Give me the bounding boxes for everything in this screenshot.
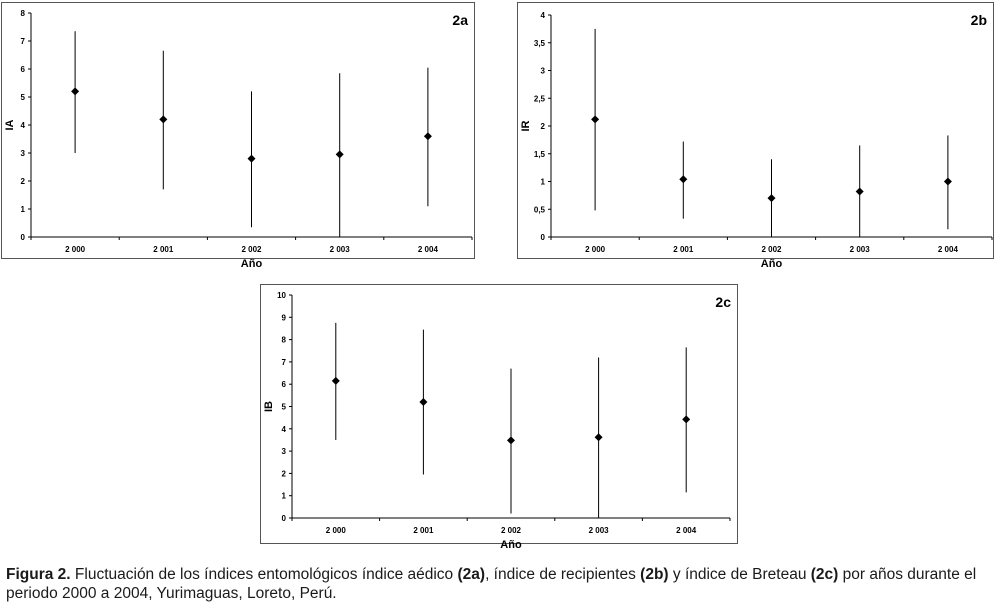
caption-text-2: , índice de recipientes	[485, 566, 641, 583]
x-tick-label-2c: 2 003	[589, 526, 610, 535]
y-tick-label-2c: 2	[282, 469, 287, 478]
y-tick-label-2a: 2	[21, 177, 26, 186]
x-tick-label-2c: 2 001	[413, 526, 434, 535]
y-tick-label-2c: 8	[282, 336, 287, 345]
caption-ref-2a: (2a)	[457, 566, 486, 583]
y-tick-label-2b: 0,5	[534, 205, 546, 214]
caption-text-4: por años durante el periodo 2000 a 2004,…	[6, 566, 977, 602]
caption-ref-2c: (2c)	[810, 566, 839, 583]
data-point-2c	[594, 433, 603, 442]
data-point-2c	[331, 376, 340, 385]
panel-label-2b: 2b	[971, 12, 987, 28]
y-tick-label-2a: 8	[21, 9, 26, 18]
data-point-2a	[423, 132, 432, 141]
data-point-2b	[679, 175, 688, 184]
y-tick-label-2c: 3	[282, 447, 287, 456]
y-tick-label-2c: 7	[282, 358, 287, 367]
data-point-2c	[507, 436, 515, 445]
y-tick-label-2b: 1,5	[534, 150, 546, 159]
data-point-2a	[247, 154, 256, 163]
x-tick-label-2b: 2 002	[761, 245, 782, 254]
data-point-2a	[335, 150, 344, 159]
data-point-2b	[855, 187, 864, 196]
x-tick-label-2c: 2 002	[501, 526, 522, 535]
data-point-2b	[767, 194, 776, 203]
x-tick-label-2a: 2 001	[153, 245, 174, 254]
x-axis-title-2b: Año	[761, 258, 783, 270]
x-tick-label-2b: 2 004	[938, 245, 959, 254]
y-tick-label-2a: 5	[21, 93, 26, 102]
y-tick-label-2a: 3	[21, 149, 26, 158]
x-tick-label-2b: 2 001	[673, 245, 694, 254]
y-tick-label-2b: 1	[541, 178, 546, 187]
chart-frame-2b	[517, 2, 994, 259]
data-point-2a	[71, 87, 80, 96]
y-tick-label-2a: 7	[21, 37, 26, 46]
chart-frame-2a	[1, 2, 475, 259]
y-axis-title-2a: IA	[4, 119, 16, 130]
data-point-2c	[682, 415, 691, 424]
x-tick-label-2a: 2 004	[418, 245, 439, 254]
data-point-2a	[159, 115, 168, 124]
y-tick-label-2c: 1	[282, 492, 287, 501]
caption-text-1: Fluctuación de los índices entomológicos…	[70, 566, 458, 583]
caption-text-3: y índice de Breteau	[668, 566, 811, 583]
y-tick-label-2c: 0	[282, 514, 287, 523]
caption-label: Figura 2.	[6, 566, 71, 583]
panel-label-2a: 2a	[452, 12, 468, 28]
x-axis-title-2a: Año	[241, 258, 263, 270]
y-tick-label-2b: 4	[541, 11, 546, 20]
y-tick-label-2b: 3	[541, 67, 546, 76]
x-axis-title-2c: Año	[500, 539, 522, 551]
y-tick-label-2c: 4	[282, 425, 287, 434]
x-tick-label-2a: 2 003	[330, 245, 351, 254]
panel-label-2c: 2c	[715, 294, 731, 310]
y-tick-label-2c: 9	[282, 313, 287, 322]
x-tick-label-2a: 2 000	[65, 245, 86, 254]
y-tick-label-2a: 0	[21, 233, 26, 242]
data-point-2c	[419, 398, 428, 407]
y-tick-label-2c: 10	[277, 291, 286, 300]
data-point-2b	[943, 177, 952, 186]
y-tick-label-2b: 3,5	[534, 39, 546, 48]
chart-frame-2c	[260, 284, 738, 544]
y-tick-label-2a: 4	[21, 121, 26, 130]
x-tick-label-2a: 2 002	[241, 245, 262, 254]
data-point-2b	[591, 115, 600, 124]
y-tick-label-2b: 2,5	[534, 94, 546, 103]
x-tick-label-2c: 2 000	[326, 526, 347, 535]
y-tick-label-2b: 0	[541, 233, 546, 242]
caption-ref-2b: (2b)	[640, 566, 669, 583]
y-tick-label-2a: 6	[21, 65, 26, 74]
y-tick-label-2c: 6	[282, 380, 287, 389]
figure-caption: Figura 2. Fluctuación de los índices ent…	[6, 565, 996, 603]
y-axis-title-2c: IB	[263, 401, 275, 412]
x-tick-label-2b: 2 000	[585, 245, 606, 254]
y-axis-title-2b: IR	[520, 120, 532, 131]
x-tick-label-2b: 2 003	[850, 245, 871, 254]
y-tick-label-2c: 5	[282, 403, 287, 412]
y-tick-label-2b: 2	[541, 122, 546, 131]
y-tick-label-2a: 1	[21, 205, 26, 214]
x-tick-label-2c: 2 004	[676, 526, 697, 535]
